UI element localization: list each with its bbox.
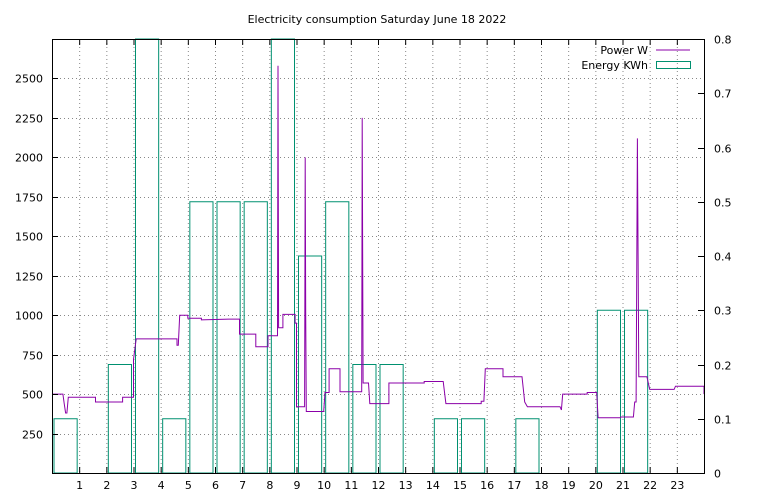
x-tick-label: 17 [507, 479, 521, 492]
y-tick-label: 750 [22, 350, 43, 363]
y-tick-label: 2500 [15, 73, 43, 86]
legend-label-energy: Energy KWh [581, 59, 648, 72]
y2-tick-label: 0.3 [714, 305, 732, 318]
y-tick-label: 1750 [15, 192, 43, 205]
x-tick-label: 6 [212, 479, 219, 492]
y-tick-label: 500 [22, 389, 43, 402]
x-tick-label: 23 [670, 479, 684, 492]
y2-tick-label: 0.2 [714, 360, 732, 373]
y2-tick-label: 0.6 [714, 143, 732, 156]
x-tick-label: 4 [158, 479, 165, 492]
chart-title: Electricity consumption Saturday June 18… [248, 13, 507, 26]
x-tick-label: 11 [344, 479, 358, 492]
x-tick-label: 21 [616, 479, 630, 492]
energy-box [461, 418, 486, 474]
x-tick-label: 2 [103, 479, 110, 492]
energy-box [216, 201, 241, 474]
energy-box [135, 38, 160, 474]
energy-box [107, 364, 133, 474]
y-tick-label: 1500 [15, 231, 43, 244]
y2-tick-label: 0.1 [714, 414, 732, 427]
x-tick-label: 8 [266, 479, 273, 492]
energy-box [352, 364, 377, 474]
x-tick-label: 3 [131, 479, 138, 492]
y-tick-label: 2250 [15, 113, 43, 126]
energy-box [298, 255, 323, 474]
x-tick-label: 20 [589, 479, 603, 492]
x-tick-label: 7 [239, 479, 246, 492]
x-tick-label: 10 [317, 479, 331, 492]
x-tick-label: 18 [535, 479, 549, 492]
energy-box [325, 201, 350, 474]
energy-box [379, 364, 404, 474]
x-tick-label: 22 [643, 479, 657, 492]
x-tick-label: 9 [294, 479, 301, 492]
x-tick-label: 19 [562, 479, 576, 492]
x-tick-label: 1 [76, 479, 83, 492]
y-tick-label: 1000 [15, 310, 43, 323]
plot-axes: 1 2 3 4 5 6 7 8 9 10 11 12 13 14 15 16 17 18 19 20 21 22 23250… [15, 34, 732, 493]
x-tick-label: 13 [399, 479, 413, 492]
y-tick-label: 2000 [15, 152, 43, 165]
power-line-group [52, 65, 705, 419]
energy-box [515, 418, 540, 474]
x-tick-label: 16 [480, 479, 494, 492]
energy-box [189, 201, 214, 474]
y2-tick-label: 0.7 [714, 88, 732, 101]
y-tick-label: 250 [22, 429, 43, 442]
x-tick-label: 12 [372, 479, 386, 492]
energy-box [596, 309, 621, 474]
plot-frame [52, 39, 705, 474]
y-tick-label: 1250 [15, 271, 43, 284]
grid-lines [52, 39, 704, 473]
x-tick-label: 5 [185, 479, 192, 492]
energy-box [433, 418, 459, 474]
y2-tick-label: 0 [714, 468, 721, 481]
y2-tick-label: 0.5 [714, 197, 732, 210]
y2-tick-label: 0.4 [714, 251, 732, 264]
y2-tick-label: 0.8 [714, 34, 732, 47]
legend-swatch-energy [656, 61, 691, 69]
legend-label-power: Power W [600, 44, 648, 57]
energy-box [270, 38, 296, 474]
x-tick-label: 14 [426, 479, 440, 492]
power-line [52, 65, 705, 419]
energy-box [53, 418, 78, 474]
energy-box [162, 418, 187, 474]
chart-legend: Power W Energy KWh [581, 44, 691, 72]
x-tick-label: 15 [453, 479, 467, 492]
